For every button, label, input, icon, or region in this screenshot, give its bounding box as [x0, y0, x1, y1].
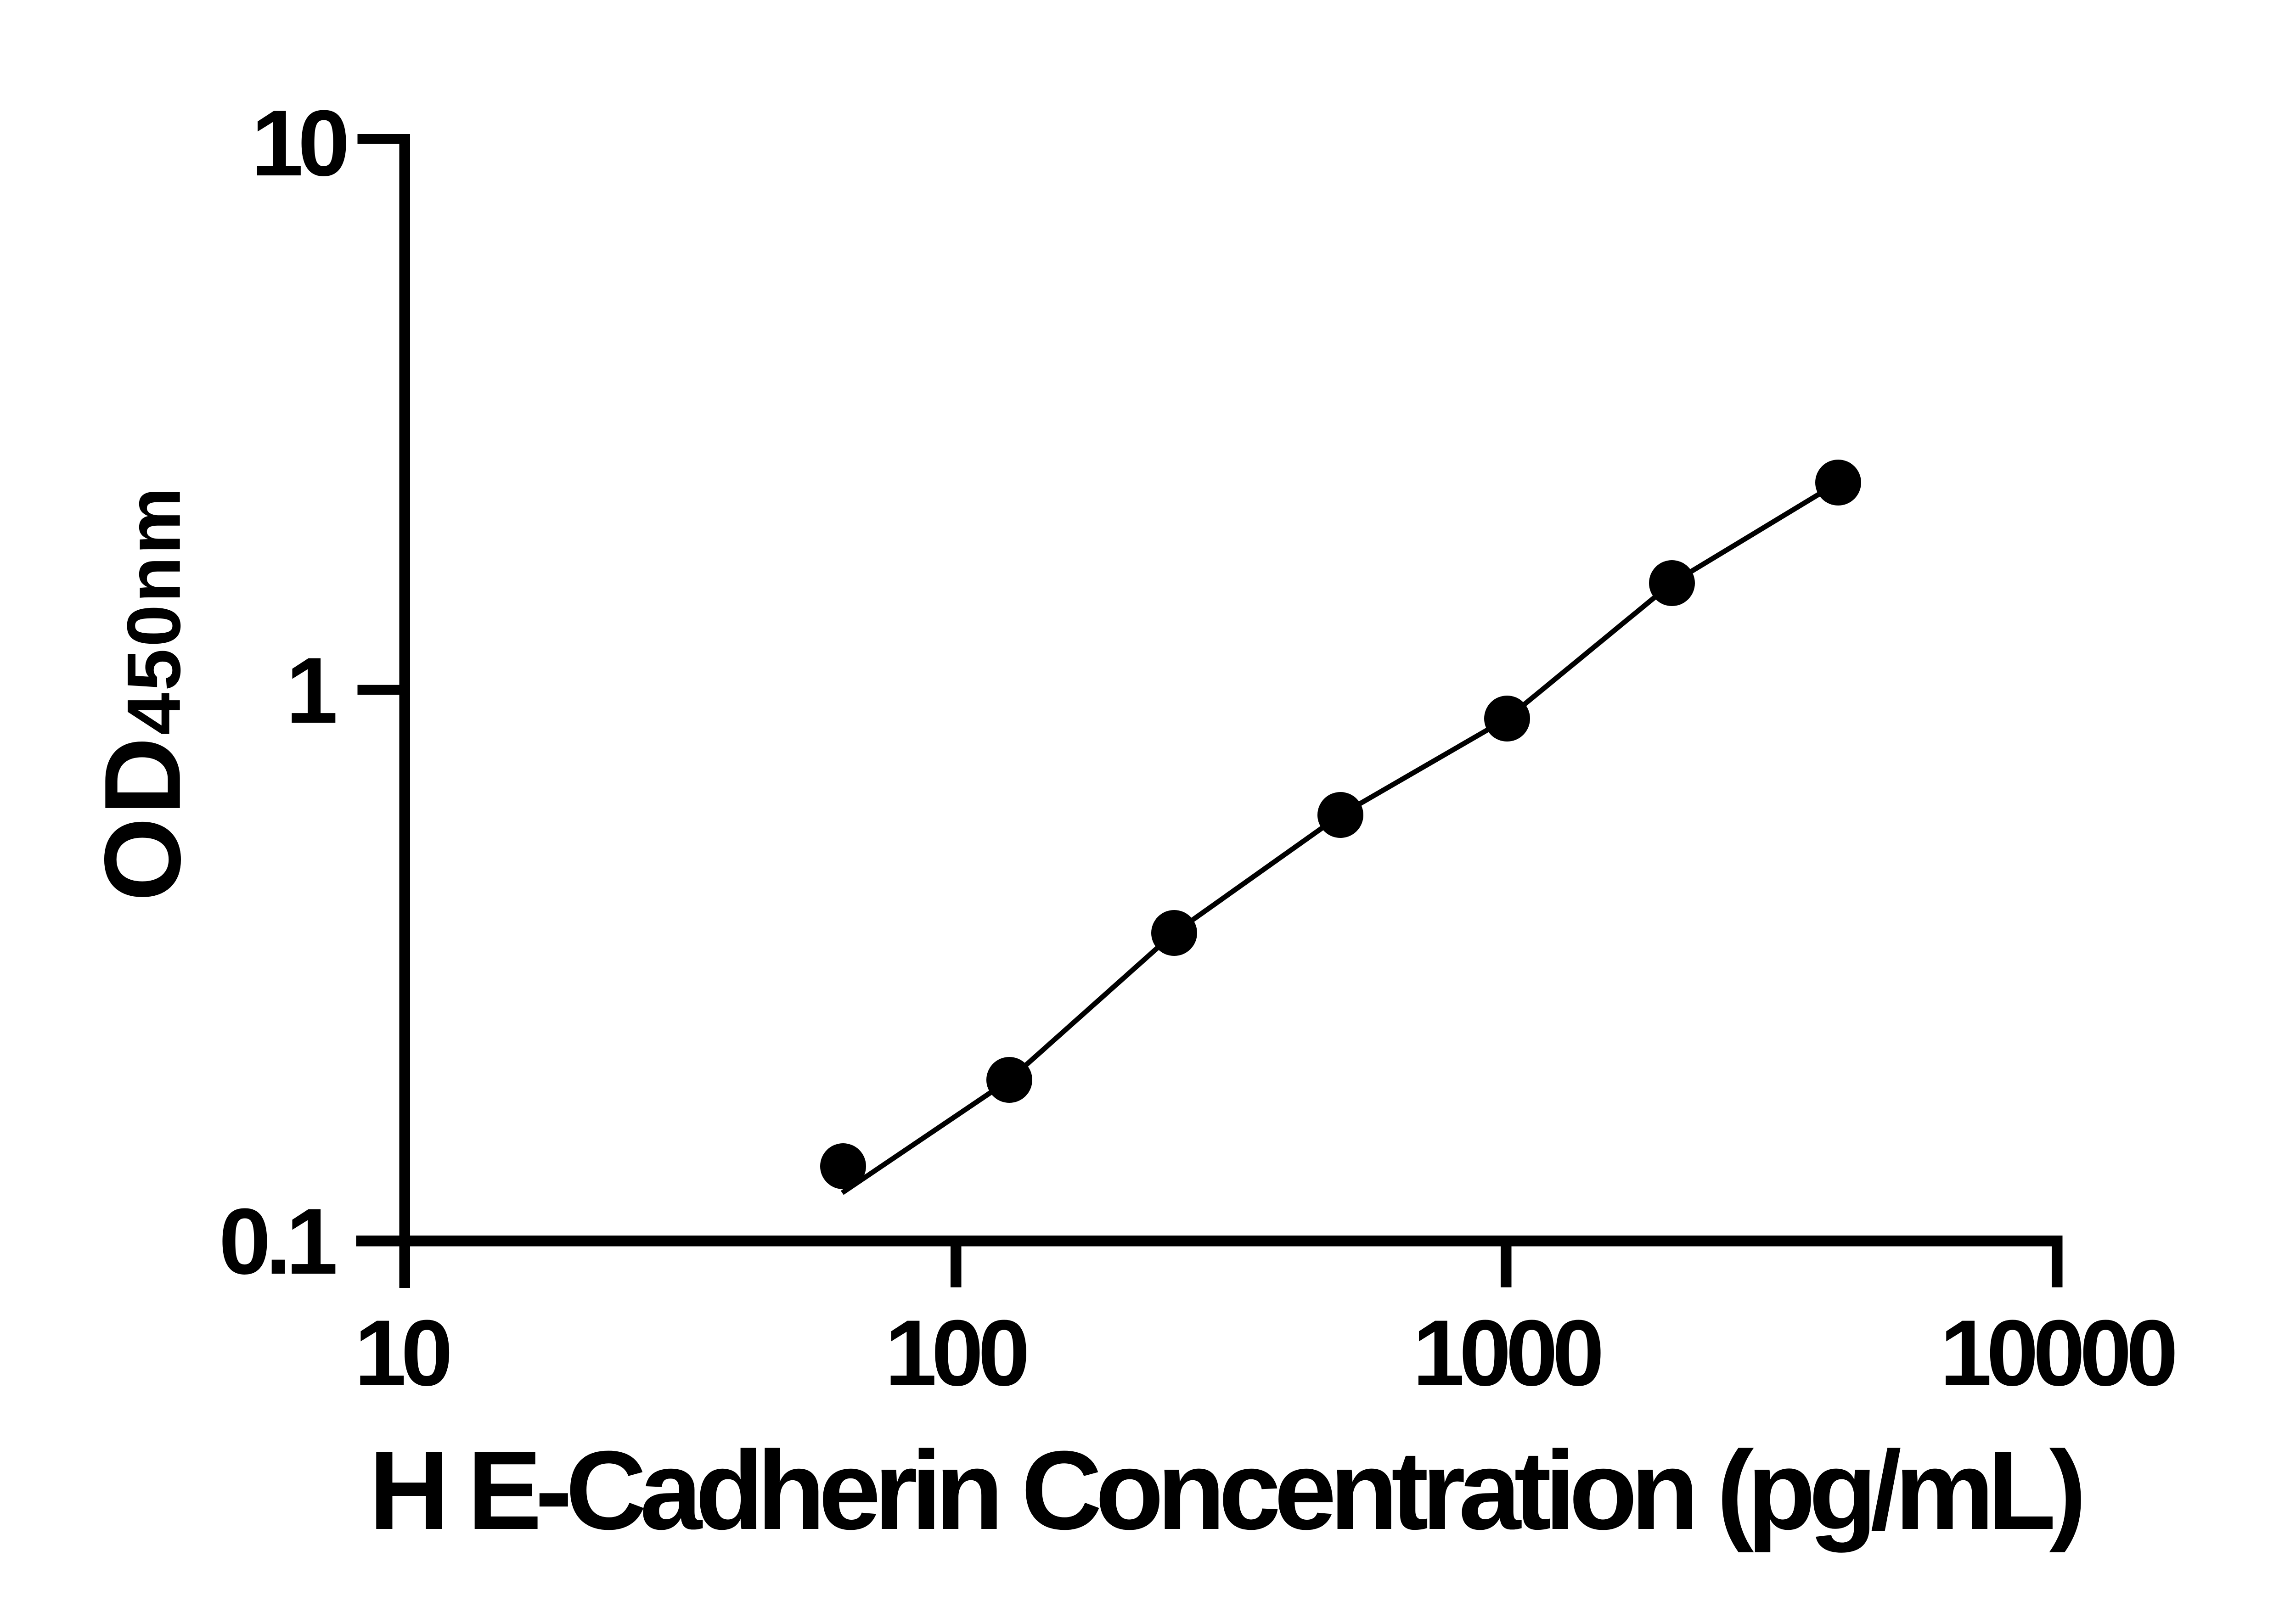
- svg-text:1: 1: [286, 638, 338, 743]
- svg-text:10: 10: [355, 1301, 450, 1405]
- svg-text:100: 100: [885, 1301, 1027, 1405]
- svg-text:10000: 10000: [1940, 1301, 2175, 1405]
- svg-text:1000: 1000: [1412, 1301, 1601, 1405]
- svg-text:H E-Cadherin Concentration (pg: H E-Cadherin Concentration (pg/mL): [369, 1427, 2082, 1553]
- svg-text:0.1: 0.1: [219, 1189, 335, 1294]
- svg-text:10: 10: [251, 91, 346, 196]
